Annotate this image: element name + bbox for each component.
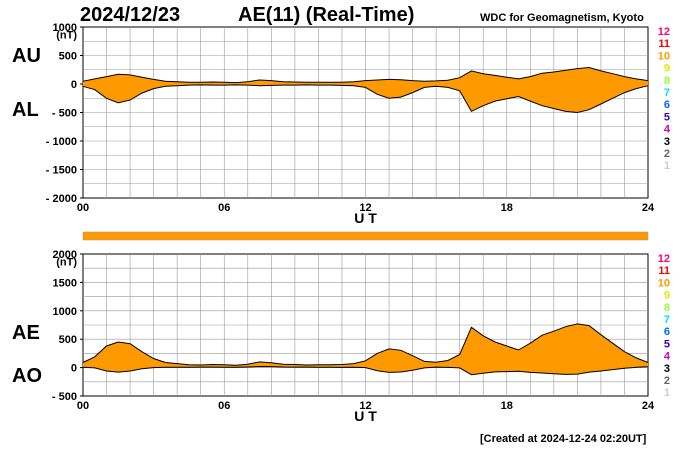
y-tick-label: - 2000 [46,193,77,205]
y-tick-label: - 500 [52,108,77,120]
x-tick-label: 24 [642,202,655,214]
station-count-label: 1 [664,387,670,399]
y-tick-label: - 1500 [46,165,77,177]
y-tick-label: 1000 [53,306,77,318]
x-tick-label: 24 [642,400,655,412]
station-count-label: 10 [658,50,670,62]
station-count-label: 12 [658,253,670,265]
y-tick-label: 500 [59,51,77,63]
side-label-au: AU [12,45,41,67]
station-count-label: 6 [664,99,670,111]
station-count-label: 7 [664,314,670,326]
plot-title: AE(11) (Real-Time) [238,4,415,26]
y-unit-label: (nT) [56,30,77,42]
x-tick-label: 06 [218,202,230,214]
station-count-label: 9 [664,63,670,75]
station-count-label: 11 [658,265,670,277]
x-tick-label: 18 [501,400,513,412]
station-count-label: 2 [664,375,670,387]
station-count-label: 5 [664,338,670,350]
y-unit-label: (nT) [56,256,77,268]
station-count-label: 8 [664,75,670,87]
station-count-label: 3 [664,363,670,375]
station-count-label: 12 [658,26,670,38]
x-tick-label: 18 [501,202,513,214]
plot-date: 2024/12/23 [80,4,181,26]
x-tick-label: 00 [77,400,89,412]
y-tick-label: 1500 [53,277,77,289]
area-fill-au-al [83,67,648,113]
created-timestamp: [Created at 2024-12-24 02:20UT] [480,433,647,445]
station-count-label: 4 [664,124,671,136]
x-tick-label: 12 [359,202,371,214]
separator-bar [82,231,649,241]
station-count-label: 7 [664,87,670,99]
x-axis-label: U T [354,408,377,424]
x-axis-label: U T [354,210,377,226]
station-count-label: 8 [664,302,670,314]
station-count-label: 5 [664,111,670,123]
y-tick-label: 1000 [53,22,77,34]
side-label-ao: AO [12,365,42,387]
x-tick-label: 12 [359,400,371,412]
series-line-au [82,66,649,84]
x-tick-label: 00 [77,202,89,214]
y-tick-label: - 500 [52,391,77,403]
data-source-label: WDC for Geomagnetism, Kyoto [480,12,644,24]
series-line-ae [82,323,649,366]
side-label-al: AL [12,99,39,121]
side-label-ae: AE [12,322,40,344]
station-count-label: 1 [664,160,670,172]
station-count-label: 4 [664,351,671,363]
station-count-label: 9 [664,290,670,302]
station-count-label: 11 [658,38,670,50]
station-count-label: 10 [658,277,670,289]
y-tick-label: - 1000 [46,136,77,148]
series-line-ao [82,365,649,376]
y-tick-label: 0 [71,79,77,91]
station-count-label: 3 [664,136,670,148]
x-tick-label: 06 [218,400,230,412]
y-tick-label: 2000 [53,249,77,261]
station-count-label: 2 [664,148,670,160]
y-tick-label: 500 [59,334,77,346]
station-count-label: 6 [664,326,670,338]
area-fill-ae-ao [83,323,648,375]
series-line-al [82,84,649,114]
y-tick-label: 0 [71,363,77,375]
